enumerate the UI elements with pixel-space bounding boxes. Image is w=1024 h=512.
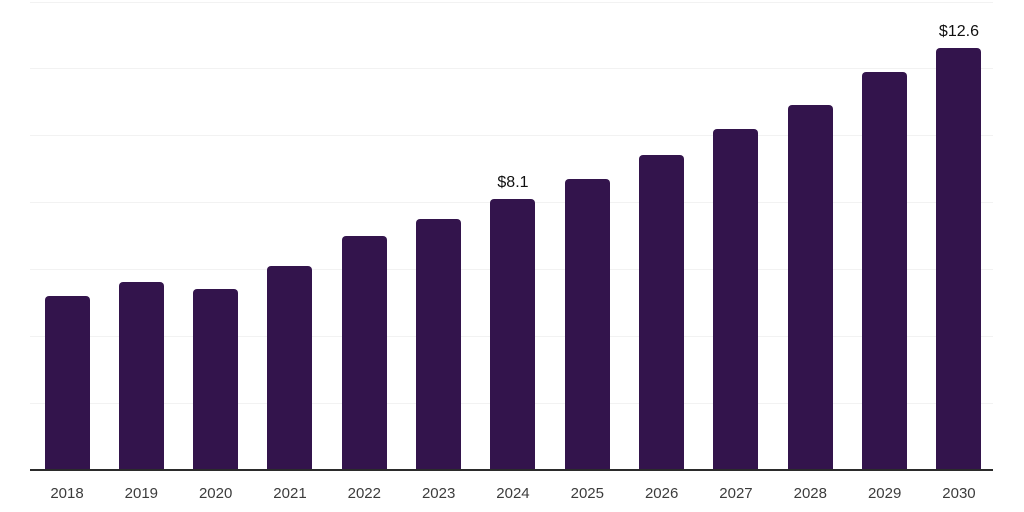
x-tick-2026: 2026 xyxy=(644,485,679,502)
gridline-y-14 xyxy=(30,1,993,3)
bar-2025 xyxy=(564,178,610,470)
bar-2024 xyxy=(490,198,536,470)
bar-2020 xyxy=(193,288,239,470)
x-tick-2030: 2030 xyxy=(942,485,976,502)
x-tick-2020: 2020 xyxy=(198,485,233,502)
bar-2022 xyxy=(341,235,387,470)
x-tick-2018: 2018 xyxy=(50,485,84,502)
bar-2026 xyxy=(639,155,685,470)
bar-2023 xyxy=(416,218,462,470)
x-tick-2028: 2028 xyxy=(793,485,827,502)
x-tick-2023: 2023 xyxy=(421,485,456,502)
data-label-2030: $12.6 xyxy=(938,23,979,41)
x-tick-2029: 2029 xyxy=(867,485,902,502)
bar-2028 xyxy=(787,105,833,470)
bar-2027 xyxy=(713,128,759,470)
x-tick-2019: 2019 xyxy=(124,485,159,502)
data-label-2024: $8.1 xyxy=(497,173,529,191)
x-tick-2024: 2024 xyxy=(496,485,530,502)
x-tick-2021: 2021 xyxy=(273,485,307,502)
x-tick-2025: 2025 xyxy=(570,485,604,502)
bar-2030 xyxy=(936,48,982,470)
x-tick-2027: 2027 xyxy=(719,485,753,502)
x-axis-line xyxy=(30,468,993,471)
gridline-y-12 xyxy=(30,68,993,70)
bar-2019 xyxy=(118,282,164,470)
bar-2021 xyxy=(267,265,313,470)
bar-2018 xyxy=(44,295,90,470)
gridline-y-10 xyxy=(30,135,993,137)
x-tick-2022: 2022 xyxy=(347,485,381,502)
bar-2029 xyxy=(862,71,908,470)
